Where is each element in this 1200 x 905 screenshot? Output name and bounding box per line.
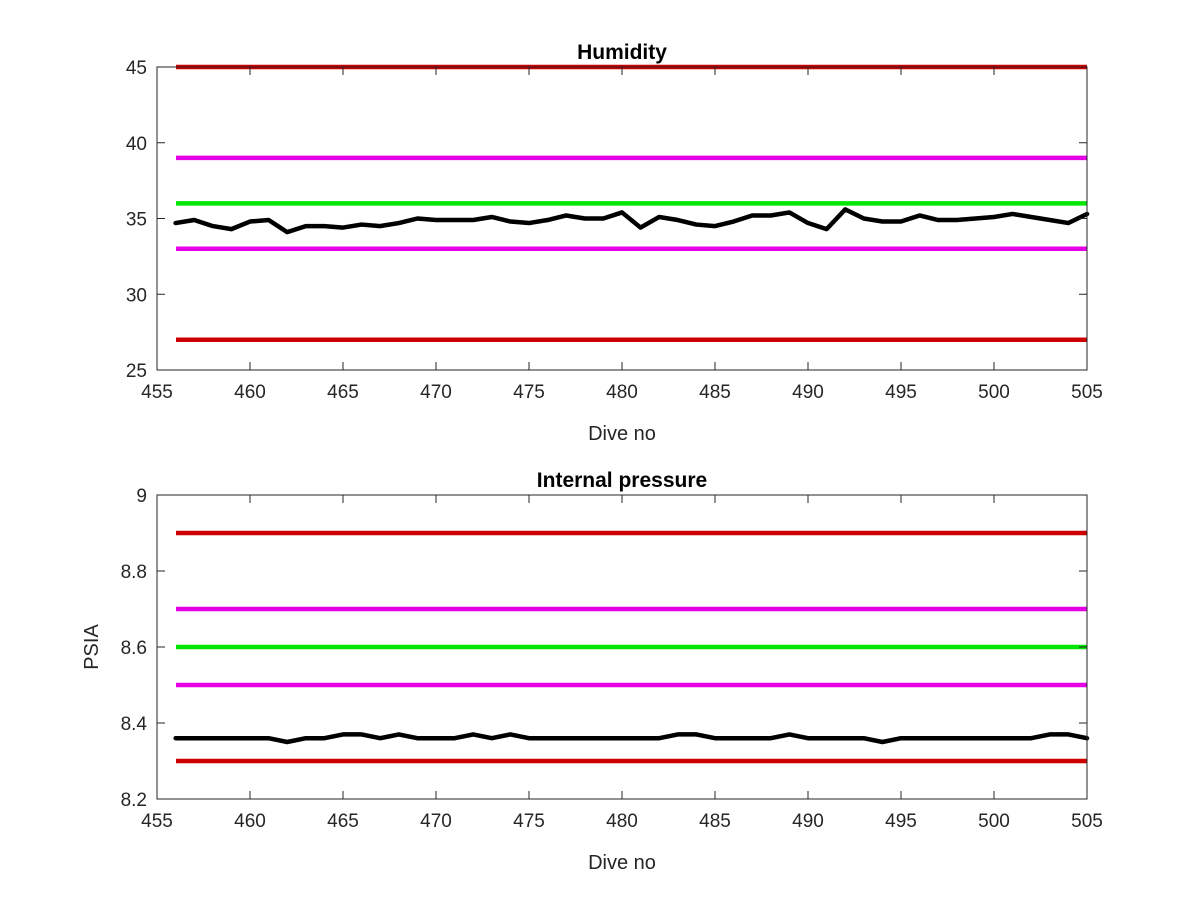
chart-1-x-tick-label-10: 500 [978, 382, 1010, 403]
chart-2-y-tick-label-2: 8.4 [121, 714, 148, 735]
chart-1-x-tick-label-7: 485 [699, 382, 731, 403]
chart-2-x-tick-label-1: 455 [141, 811, 173, 832]
chart-1-series-line-1 [173, 207, 1090, 235]
chart-1-title: Humidity [577, 41, 667, 64]
chart-2-x-tick-label-6: 480 [606, 811, 638, 832]
chart-2-x-tick-label-11: 505 [1071, 811, 1103, 832]
chart-1-y-tick-label-3: 35 [126, 210, 147, 231]
chart-2-y-tick-label-4: 8.8 [121, 562, 147, 583]
chart-2-x-tick-label-5: 475 [513, 811, 545, 832]
chart-2-x-tick-label-8: 490 [792, 811, 824, 832]
chart-2-x-tick-label-3: 465 [327, 811, 359, 832]
chart-1: 455 460 465 470 475 480 485 490 495 500 505 25 30 35 4… [126, 41, 1103, 445]
chart-1-y-tick-label-5: 45 [126, 58, 147, 79]
chart-1-x-tick-label-5: 475 [513, 382, 545, 403]
chart-2-x-tick-label-9: 495 [885, 811, 917, 832]
chart-1-x-tick-label-6: 480 [606, 382, 638, 403]
chart-2-y-axis-label: PSIA [81, 624, 103, 670]
chart-1-x-tick-label-2: 460 [234, 382, 266, 403]
chart-2-y-tick-label-1: 8.2 [121, 790, 147, 811]
chart-2-y-tick-label-5: 9 [136, 486, 147, 507]
chart-2-y-tick-label-3: 8.6 [121, 638, 147, 659]
chart-1-y-tick-label-1: 25 [126, 361, 147, 382]
chart-2-series-line-1 [173, 732, 1090, 745]
chart-1-x-axis-label: Dive no [588, 423, 656, 445]
chart-2-x-tick-label-4: 470 [420, 811, 452, 832]
chart-2-x-tick-label-7: 485 [699, 811, 731, 832]
chart-1-x-tick-label-3: 465 [327, 382, 359, 403]
chart-2-x-tick-label-10: 500 [978, 811, 1010, 832]
chart-1-x-tick-label-9: 495 [885, 382, 917, 403]
chart-2-x-axis-label: Dive no [588, 852, 656, 874]
chart-1-y-tick-label-4: 40 [126, 134, 147, 155]
chart-2-x-tick-label-2: 460 [234, 811, 266, 832]
chart-1-x-tick-label-1: 455 [141, 382, 173, 403]
chart-2-title: Internal pressure [537, 469, 707, 492]
chart-1-x-tick-label-4: 470 [420, 382, 452, 403]
chart-2: 455 460 465 470 475 480 485 490 495 500 505 8.2 8.4 8… [81, 469, 1103, 874]
chart-1-x-tick-label-11: 505 [1071, 382, 1103, 403]
chart-1-y-tick-label-2: 30 [126, 285, 147, 306]
chart-1-x-tick-label-8: 490 [792, 382, 824, 403]
